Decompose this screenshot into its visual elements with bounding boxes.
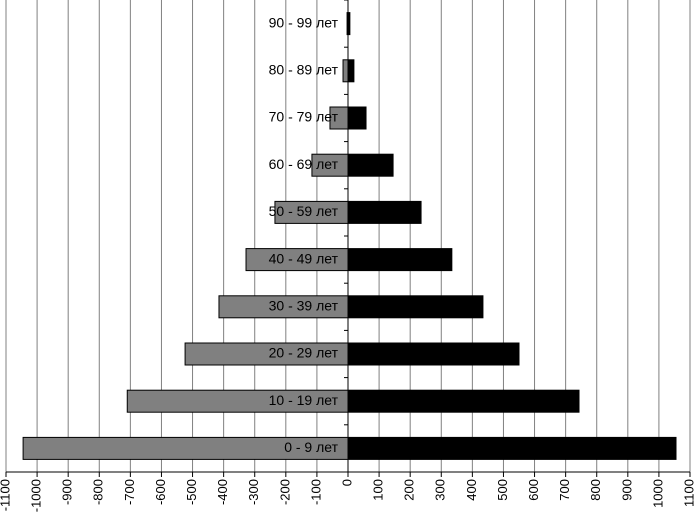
x-tick-label: 0	[339, 479, 354, 486]
x-tick-label: -600	[153, 479, 168, 505]
x-tick-label: 400	[464, 479, 479, 501]
category-label: 20 - 29 лет	[269, 345, 339, 361]
category-label: 50 - 59 лет	[269, 203, 339, 219]
x-tick-label: -100	[308, 479, 323, 505]
x-tick-label: 1100	[681, 479, 696, 507]
x-tick-label: 700	[557, 479, 572, 501]
bar	[342, 59, 349, 83]
bar	[347, 436, 677, 460]
category-label: 30 - 39 лет	[269, 298, 339, 314]
bar	[347, 389, 580, 413]
category-label: 10 - 19 лет	[269, 392, 339, 408]
x-tick-label: 600	[526, 479, 541, 501]
x-tick-label: -300	[246, 479, 261, 505]
x-tick-label: -700	[122, 479, 137, 505]
category-label: 40 - 49 лет	[269, 250, 339, 266]
bar	[347, 12, 351, 36]
x-tick-label: -900	[60, 479, 75, 505]
bar	[347, 248, 453, 272]
x-tick-label: -1100	[0, 479, 12, 511]
x-tick-label: 1000	[650, 479, 665, 508]
x-tick-label: -200	[277, 479, 292, 505]
bar	[347, 59, 355, 83]
category-label: 80 - 89 лет	[269, 62, 339, 78]
x-tick-label: -800	[91, 479, 106, 505]
bar	[347, 295, 484, 319]
category-label: 0 - 9 лет	[284, 439, 338, 455]
x-tick-label: -1000	[29, 479, 44, 512]
category-label: 60 - 69 лет	[269, 156, 339, 172]
x-tick-label: 500	[495, 479, 510, 501]
x-tick-label: -500	[184, 479, 199, 505]
bar	[347, 106, 367, 130]
bar	[347, 153, 394, 177]
x-tick-label: 200	[402, 479, 417, 501]
x-tick-label: -400	[215, 479, 230, 505]
x-tick-label: 800	[588, 479, 603, 501]
x-tick-label: 100	[371, 479, 386, 501]
category-label: 90 - 99 лет	[269, 14, 339, 30]
category-label: 70 - 79 лет	[269, 109, 339, 125]
x-tick-label: 300	[433, 479, 448, 501]
bar	[347, 342, 520, 366]
bar	[347, 200, 422, 224]
x-tick-label: 900	[619, 479, 634, 501]
